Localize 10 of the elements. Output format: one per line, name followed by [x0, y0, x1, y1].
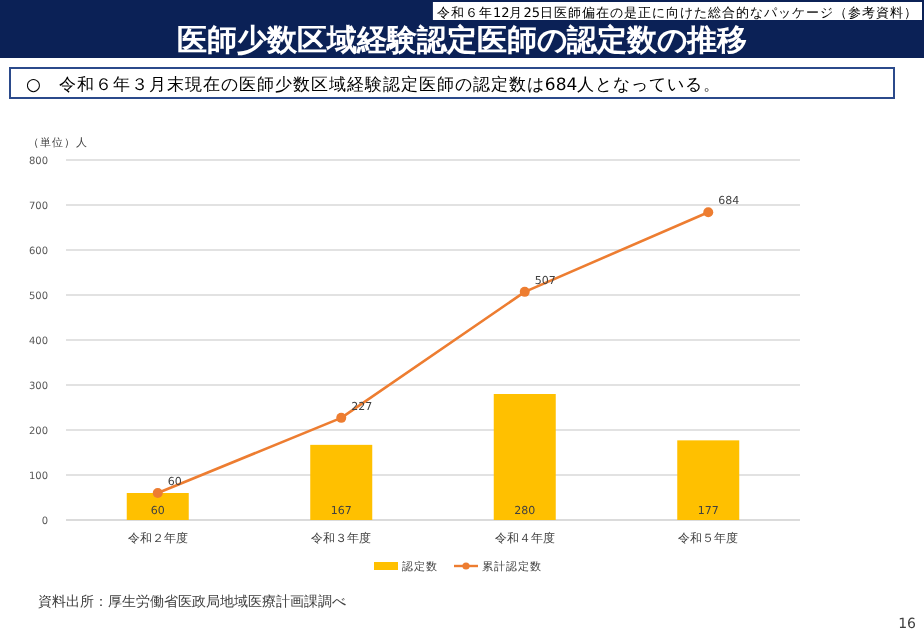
point [519, 286, 530, 297]
point [152, 488, 163, 498]
bar [126, 493, 189, 520]
chart-subtitle: ○ 令和６年３月末現在の医師少数区域経験認定医師の認定数は684人となっている。 [26, 74, 722, 96]
bar [493, 394, 556, 520]
point [703, 207, 714, 218]
chart-title: 医師少数区域経験認定医師の認定数の推移 [177, 22, 747, 58]
bar [310, 444, 373, 520]
bar [677, 440, 740, 520]
point [336, 412, 347, 423]
